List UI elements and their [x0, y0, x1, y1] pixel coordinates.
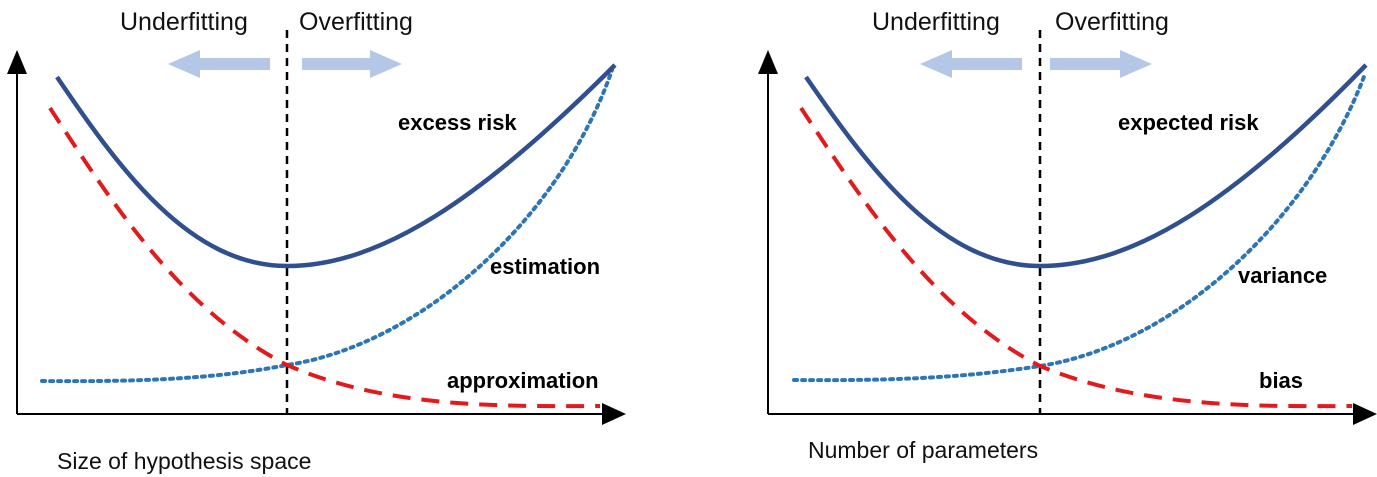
right-variance-curve [792, 72, 1367, 383]
left-estimation-label: estimation [490, 254, 600, 279]
left-overfitting-label: Overfitting [299, 8, 413, 36]
left-overfitting-arrow [302, 50, 402, 78]
left-x-axis-arrowhead [602, 403, 626, 425]
right-overfitting-label: Overfitting [1055, 8, 1169, 36]
left-approximation-label: approximation [447, 368, 599, 393]
right-x-axis-arrowhead [1353, 403, 1377, 425]
left-approximation-curve [48, 106, 601, 409]
right-panel: Underfitting Overfitting expected risk v… [758, 8, 1377, 463]
left-excess-risk-curve [55, 63, 617, 269]
right-variance-label: variance [1238, 263, 1327, 288]
right-bias-curve [799, 106, 1353, 409]
right-underfitting-label: Underfitting [872, 8, 1000, 36]
right-y-axis-arrowhead [758, 50, 778, 74]
right-expected-risk-label: expected risk [1118, 110, 1259, 135]
right-overfitting-arrow [1050, 50, 1152, 78]
left-excess-risk-label: excess risk [398, 110, 517, 135]
left-estimation-curve [40, 68, 614, 384]
left-panel: Underfitting Overfitting excess risk est… [7, 8, 626, 474]
left-underfitting-arrow [168, 50, 270, 78]
right-x-axis-label: Number of parameters [808, 437, 1038, 463]
right-expected-risk-curve [804, 63, 1368, 269]
left-underfitting-label: Underfitting [120, 8, 248, 36]
right-bias-label: bias [1259, 368, 1303, 393]
left-x-axis-label: Size of hypothesis space [57, 448, 311, 474]
left-y-axis-arrowhead [7, 50, 27, 74]
right-underfitting-arrow [920, 50, 1022, 78]
